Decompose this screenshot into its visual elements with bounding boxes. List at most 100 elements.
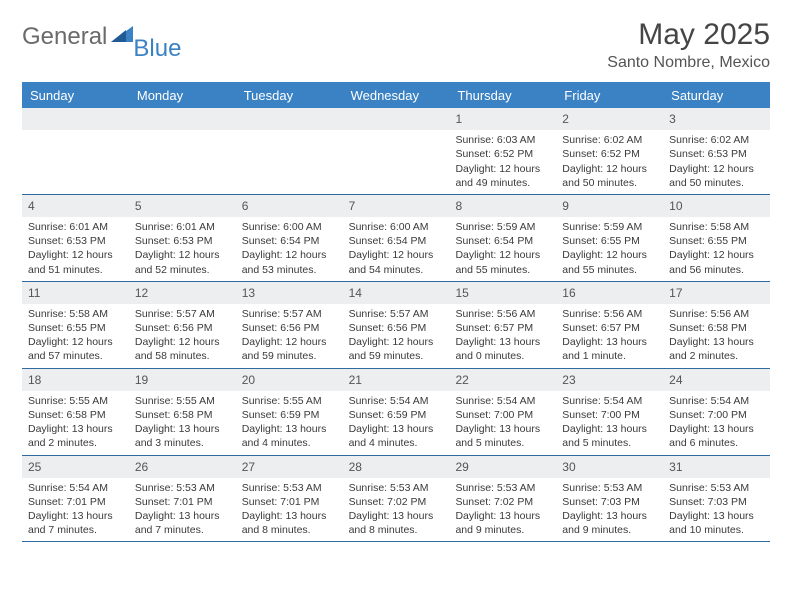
day-cell: 5Sunrise: 6:01 AMSunset: 6:53 PMDaylight… (129, 195, 236, 281)
daylight-text: and 9 minutes. (455, 523, 550, 537)
sunset-text: Sunset: 6:53 PM (135, 234, 230, 248)
daylight-text: Daylight: 13 hours (455, 509, 550, 523)
daylight-text: Daylight: 13 hours (135, 422, 230, 436)
day-details: Sunrise: 5:57 AMSunset: 6:56 PMDaylight:… (236, 307, 343, 364)
day-details: Sunrise: 5:56 AMSunset: 6:57 PMDaylight:… (556, 307, 663, 364)
dow-thursday: Thursday (449, 84, 556, 108)
day-cell: 10Sunrise: 5:58 AMSunset: 6:55 PMDayligh… (663, 195, 770, 281)
sunset-text: Sunset: 6:54 PM (455, 234, 550, 248)
daylight-text: and 6 minutes. (669, 436, 764, 450)
day-cell: 23Sunrise: 5:54 AMSunset: 7:00 PMDayligh… (556, 369, 663, 455)
page-title: May 2025 (607, 18, 770, 52)
sunset-text: Sunset: 6:57 PM (562, 321, 657, 335)
day-of-week-header: Sunday Monday Tuesday Wednesday Thursday… (22, 84, 770, 108)
day-cell: 31Sunrise: 5:53 AMSunset: 7:03 PMDayligh… (663, 456, 770, 542)
daylight-text: Daylight: 12 hours (669, 248, 764, 262)
sunset-text: Sunset: 6:56 PM (349, 321, 444, 335)
sunrise-text: Sunrise: 5:56 AM (669, 307, 764, 321)
day-cell: 7Sunrise: 6:00 AMSunset: 6:54 PMDaylight… (343, 195, 450, 281)
daylight-text: and 55 minutes. (562, 263, 657, 277)
day-details: Sunrise: 5:59 AMSunset: 6:55 PMDaylight:… (556, 220, 663, 277)
logo-triangle-icon (111, 24, 133, 49)
dow-monday: Monday (129, 84, 236, 108)
day-details: Sunrise: 5:55 AMSunset: 6:58 PMDaylight:… (129, 394, 236, 451)
day-number: 24 (663, 369, 770, 391)
logo-text-blue: Blue (133, 37, 181, 61)
daylight-text: Daylight: 12 hours (562, 162, 657, 176)
day-number: 5 (129, 195, 236, 217)
daylight-text: Daylight: 12 hours (455, 248, 550, 262)
daylight-text: Daylight: 13 hours (135, 509, 230, 523)
logo: General Blue (22, 18, 181, 49)
sunrise-text: Sunrise: 6:03 AM (455, 133, 550, 147)
day-details: Sunrise: 6:02 AMSunset: 6:53 PMDaylight:… (663, 133, 770, 190)
sunrise-text: Sunrise: 5:54 AM (562, 394, 657, 408)
daylight-text: and 4 minutes. (242, 436, 337, 450)
day-number: 25 (22, 456, 129, 478)
sunrise-text: Sunrise: 5:53 AM (242, 481, 337, 495)
sunrise-text: Sunrise: 6:01 AM (135, 220, 230, 234)
day-details: Sunrise: 5:53 AMSunset: 7:01 PMDaylight:… (129, 481, 236, 538)
daylight-text: Daylight: 12 hours (28, 335, 123, 349)
day-number: 31 (663, 456, 770, 478)
day-number: 8 (449, 195, 556, 217)
daylight-text: and 10 minutes. (669, 523, 764, 537)
sunset-text: Sunset: 7:03 PM (669, 495, 764, 509)
daylight-text: and 59 minutes. (242, 349, 337, 363)
daylight-text: Daylight: 13 hours (669, 422, 764, 436)
daylight-text: Daylight: 12 hours (455, 162, 550, 176)
sunrise-text: Sunrise: 6:02 AM (562, 133, 657, 147)
day-number: 6 (236, 195, 343, 217)
sunset-text: Sunset: 6:59 PM (349, 408, 444, 422)
day-details: Sunrise: 5:56 AMSunset: 6:58 PMDaylight:… (663, 307, 770, 364)
sunset-text: Sunset: 6:54 PM (242, 234, 337, 248)
daylight-text: Daylight: 13 hours (455, 422, 550, 436)
day-details: Sunrise: 5:53 AMSunset: 7:02 PMDaylight:… (449, 481, 556, 538)
sunset-text: Sunset: 6:57 PM (455, 321, 550, 335)
sunrise-text: Sunrise: 5:57 AM (349, 307, 444, 321)
daylight-text: Daylight: 12 hours (562, 248, 657, 262)
week-row: 18Sunrise: 5:55 AMSunset: 6:58 PMDayligh… (22, 369, 770, 456)
sunrise-text: Sunrise: 5:58 AM (28, 307, 123, 321)
weeks-container: 1Sunrise: 6:03 AMSunset: 6:52 PMDaylight… (22, 108, 770, 542)
daylight-text: and 3 minutes. (135, 436, 230, 450)
day-number (129, 108, 236, 130)
day-details: Sunrise: 5:54 AMSunset: 7:00 PMDaylight:… (663, 394, 770, 451)
page-subtitle: Santo Nombre, Mexico (607, 54, 770, 72)
day-number (22, 108, 129, 130)
sunrise-text: Sunrise: 5:58 AM (669, 220, 764, 234)
day-details: Sunrise: 5:53 AMSunset: 7:02 PMDaylight:… (343, 481, 450, 538)
daylight-text: and 57 minutes. (28, 349, 123, 363)
sunrise-text: Sunrise: 5:54 AM (455, 394, 550, 408)
daylight-text: Daylight: 13 hours (562, 422, 657, 436)
dow-friday: Friday (556, 84, 663, 108)
week-row: 25Sunrise: 5:54 AMSunset: 7:01 PMDayligh… (22, 456, 770, 543)
sunset-text: Sunset: 7:00 PM (562, 408, 657, 422)
sunrise-text: Sunrise: 5:59 AM (562, 220, 657, 234)
day-cell: 6Sunrise: 6:00 AMSunset: 6:54 PMDaylight… (236, 195, 343, 281)
daylight-text: Daylight: 13 hours (242, 422, 337, 436)
sunset-text: Sunset: 6:53 PM (28, 234, 123, 248)
day-cell: 22Sunrise: 5:54 AMSunset: 7:00 PMDayligh… (449, 369, 556, 455)
day-cell: 27Sunrise: 5:53 AMSunset: 7:01 PMDayligh… (236, 456, 343, 542)
daylight-text: and 8 minutes. (242, 523, 337, 537)
day-number: 17 (663, 282, 770, 304)
day-number: 13 (236, 282, 343, 304)
day-number (236, 108, 343, 130)
day-number: 27 (236, 456, 343, 478)
daylight-text: and 1 minute. (562, 349, 657, 363)
daylight-text: and 7 minutes. (28, 523, 123, 537)
daylight-text: Daylight: 12 hours (242, 248, 337, 262)
daylight-text: and 52 minutes. (135, 263, 230, 277)
sunrise-text: Sunrise: 5:53 AM (562, 481, 657, 495)
day-number: 3 (663, 108, 770, 130)
day-number (343, 108, 450, 130)
daylight-text: and 51 minutes. (28, 263, 123, 277)
day-details: Sunrise: 5:55 AMSunset: 6:59 PMDaylight:… (236, 394, 343, 451)
daylight-text: and 50 minutes. (562, 176, 657, 190)
daylight-text: and 0 minutes. (455, 349, 550, 363)
day-number: 30 (556, 456, 663, 478)
day-details: Sunrise: 5:59 AMSunset: 6:54 PMDaylight:… (449, 220, 556, 277)
sunrise-text: Sunrise: 5:56 AM (562, 307, 657, 321)
calendar-grid: Sunday Monday Tuesday Wednesday Thursday… (22, 82, 770, 542)
